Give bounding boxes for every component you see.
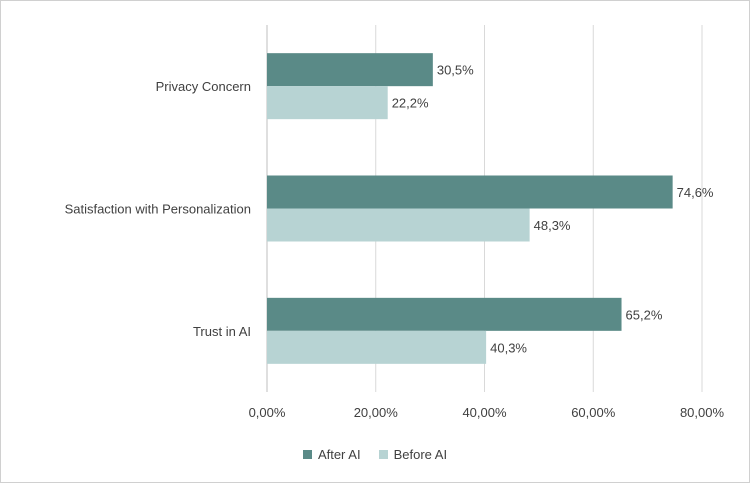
legend-swatch-after-ai [302,449,312,459]
category-label: Trust in AI [193,324,251,339]
bar-after-ai [267,175,673,209]
data-label: 30,5% [437,63,474,78]
bar-after-ai [267,53,433,87]
bar-before-ai [267,86,388,120]
bar-before-ai [267,208,530,242]
data-label: 40,3% [490,340,527,355]
data-label: 48,3% [534,218,571,233]
legend: After AI Before AI [0,442,750,466]
x-tick-label: 20,00% [354,405,399,420]
legend-label-after-ai: After AI [317,446,361,462]
data-label: 22,2% [392,96,429,111]
category-label: Satisfaction with Personalization [65,202,251,217]
x-tick-label: 80,00% [680,405,725,420]
legend-item-after-ai: After AI [302,446,361,462]
legend-label-before-ai: Before AI [393,446,448,462]
x-tick-label: 0,00% [249,405,286,420]
legend-swatch-before-ai [378,449,388,459]
data-label: 65,2% [626,307,663,322]
category-label: Privacy Concern [156,79,251,94]
bar-chart: 0,00% 20,00% 40,00% 60,00% 80,00% Privacy Con… [65,25,725,420]
x-tick-label: 40,00% [462,405,507,420]
bar-before-ai [267,330,487,364]
data-label: 74,6% [677,185,714,200]
bar-after-ai [267,297,622,331]
x-tick-label: 60,00% [571,405,616,420]
legend-item-before-ai: Before AI [378,446,448,462]
